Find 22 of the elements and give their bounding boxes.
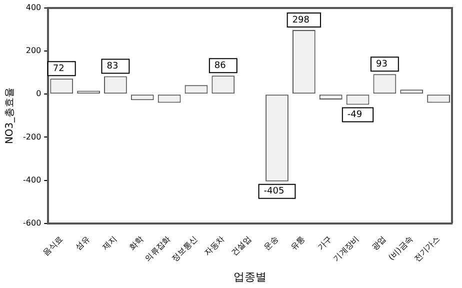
y-tick-label: -400 xyxy=(23,175,42,184)
x-axis-title: 업종별 xyxy=(234,270,267,284)
x-tick-label: 제지 xyxy=(100,234,118,252)
y-axis-title: NO3_총효율 xyxy=(4,87,16,144)
data-label: 298 xyxy=(292,15,310,26)
y-tick-label: -600 xyxy=(23,218,42,228)
x-tick-label: 유통 xyxy=(289,234,307,252)
data-label: 83 xyxy=(106,62,118,72)
x-tick-label: 섬유 xyxy=(74,234,92,252)
data-label: -405 xyxy=(264,186,284,197)
y-tick-label: -200 xyxy=(23,132,42,142)
x-tick-label: 광업 xyxy=(370,234,388,252)
data-label: 86 xyxy=(214,60,226,71)
x-tick-label: 가구 xyxy=(316,234,334,252)
data-label: 72 xyxy=(52,64,64,74)
x-tick-label: 운송 xyxy=(262,234,280,252)
data-label: -49 xyxy=(347,110,362,120)
x-tick-label: 화학 xyxy=(128,234,146,252)
y-tick-label: 200 xyxy=(26,46,42,56)
data-label: 93 xyxy=(376,59,388,70)
y-tick-label: 0 xyxy=(36,89,42,98)
y-tick-label: 400 xyxy=(26,3,42,12)
